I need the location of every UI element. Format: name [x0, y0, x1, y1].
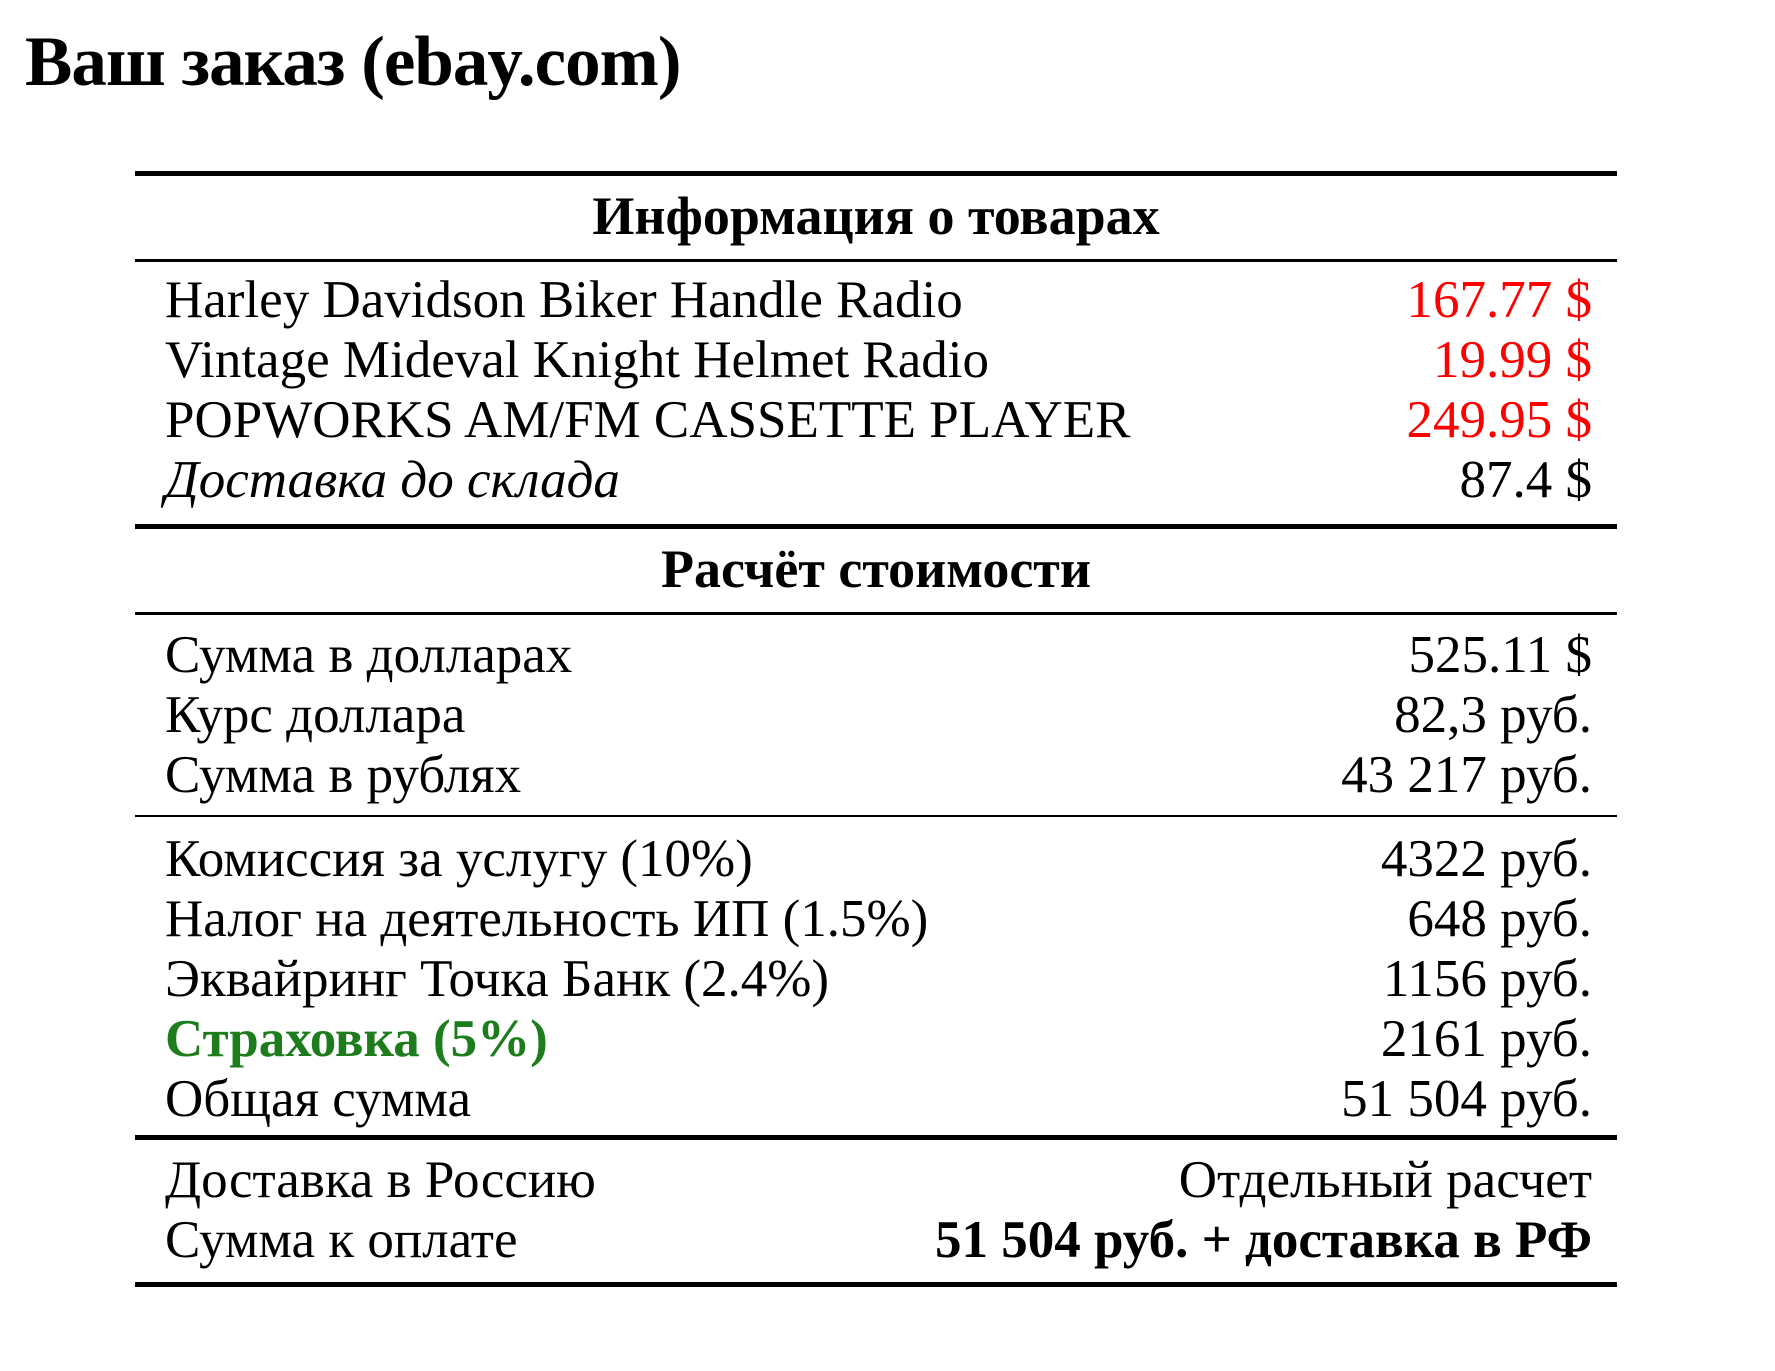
row-label: Эквайринг Точка Банк (2.4%) — [165, 950, 830, 1008]
row-value: 1156 руб. — [1382, 950, 1592, 1008]
section-divider-rule — [135, 524, 1617, 529]
row-product-1: Harley Davidson Biker Handle Radio 167.7… — [135, 270, 1617, 330]
row-value: 648 руб. — [1407, 890, 1592, 948]
row-acquiring: Эквайринг Точка Банк (2.4%) 1156 руб. — [135, 949, 1617, 1009]
subtotal-rows: Сумма в долларах 525.11 $ Курс доллара 8… — [135, 615, 1617, 815]
table-top-rule — [135, 171, 1617, 176]
row-sum-rub: Сумма в рублях 43 217 руб. — [135, 745, 1617, 805]
row-insurance: Страховка (5%) 2161 руб. — [135, 1009, 1617, 1069]
row-label: Курс доллара — [165, 686, 466, 744]
fees-divider-rule — [135, 815, 1617, 817]
row-label: Доставка в Россию — [165, 1151, 596, 1209]
products-header-rule — [135, 259, 1617, 262]
row-label: Комиссия за услугу (10%) — [165, 830, 753, 888]
row-label: Harley Davidson Biker Handle Radio — [165, 271, 963, 329]
row-value: 51 504 руб. — [1341, 1070, 1592, 1128]
row-product-3: POPWORKS AM/FM CASSETTE PLAYER 249.95 $ — [135, 390, 1617, 450]
row-value: 167.77 $ — [1406, 271, 1593, 329]
row-label: Налог на деятельность ИП (1.5%) — [165, 890, 929, 948]
page-title: Ваш заказ (ebay.com) — [25, 23, 681, 101]
row-usd-rate: Курс доллара 82,3 руб. — [135, 685, 1617, 745]
table-bottom-rule — [135, 1282, 1617, 1287]
row-value: 43 217 руб. — [1341, 746, 1592, 804]
order-table: Информация о товарах Harley Davidson Bik… — [135, 171, 1617, 1287]
row-sum-usd: Сумма в долларах 525.11 $ — [135, 625, 1617, 685]
row-label: Сумма к оплате — [165, 1211, 518, 1269]
row-label: Страховка (5%) — [165, 1010, 548, 1068]
row-label: Сумма в рублях — [165, 746, 522, 804]
row-amount-due: Сумма к оплате 51 504 руб. + доставка в … — [135, 1210, 1617, 1270]
row-value: 82,3 руб. — [1394, 686, 1592, 744]
total-rows: Доставка в Россию Отдельный расчет Сумма… — [135, 1140, 1617, 1282]
row-value: 19.99 $ — [1433, 331, 1592, 389]
products-rows: Harley Davidson Biker Handle Radio 167.7… — [135, 262, 1617, 524]
row-product-2: Vintage Mideval Knight Helmet Radio 19.9… — [135, 330, 1617, 390]
row-value: Отдельный расчет — [1178, 1151, 1592, 1209]
fee-rows: Комиссия за услугу (10%) 4322 руб. Налог… — [135, 817, 1617, 1135]
section-header-products: Информация о товарах — [592, 186, 1160, 246]
row-label: POPWORKS AM/FM CASSETTE PLAYER — [165, 391, 1131, 449]
row-warehouse-shipping: Доставка до склада 87.4 $ — [135, 450, 1617, 510]
row-tax: Налог на деятельность ИП (1.5%) 648 руб. — [135, 889, 1617, 949]
row-label: Vintage Mideval Knight Helmet Radio — [165, 331, 990, 389]
row-label: Сумма в долларах — [165, 626, 573, 684]
row-label: Общая сумма — [165, 1070, 472, 1128]
row-value: 249.95 $ — [1406, 391, 1593, 449]
row-service-fee: Комиссия за услугу (10%) 4322 руб. — [135, 829, 1617, 889]
row-value: 525.11 $ — [1408, 626, 1592, 684]
row-total-sum: Общая сумма 51 504 руб. — [135, 1069, 1617, 1129]
row-label: Доставка до склада — [165, 451, 620, 509]
row-value: 51 504 руб. + доставка в РФ — [934, 1211, 1592, 1269]
row-value: 87.4 $ — [1459, 451, 1593, 509]
row-shipping-russia: Доставка в Россию Отдельный расчет — [135, 1150, 1617, 1210]
row-value: 2161 руб. — [1380, 1010, 1592, 1068]
section-header-calculation: Расчёт стоимости — [661, 539, 1091, 599]
totals-divider-rule — [135, 1135, 1617, 1140]
calculation-header-rule — [135, 612, 1617, 615]
row-value: 4322 руб. — [1380, 830, 1592, 888]
